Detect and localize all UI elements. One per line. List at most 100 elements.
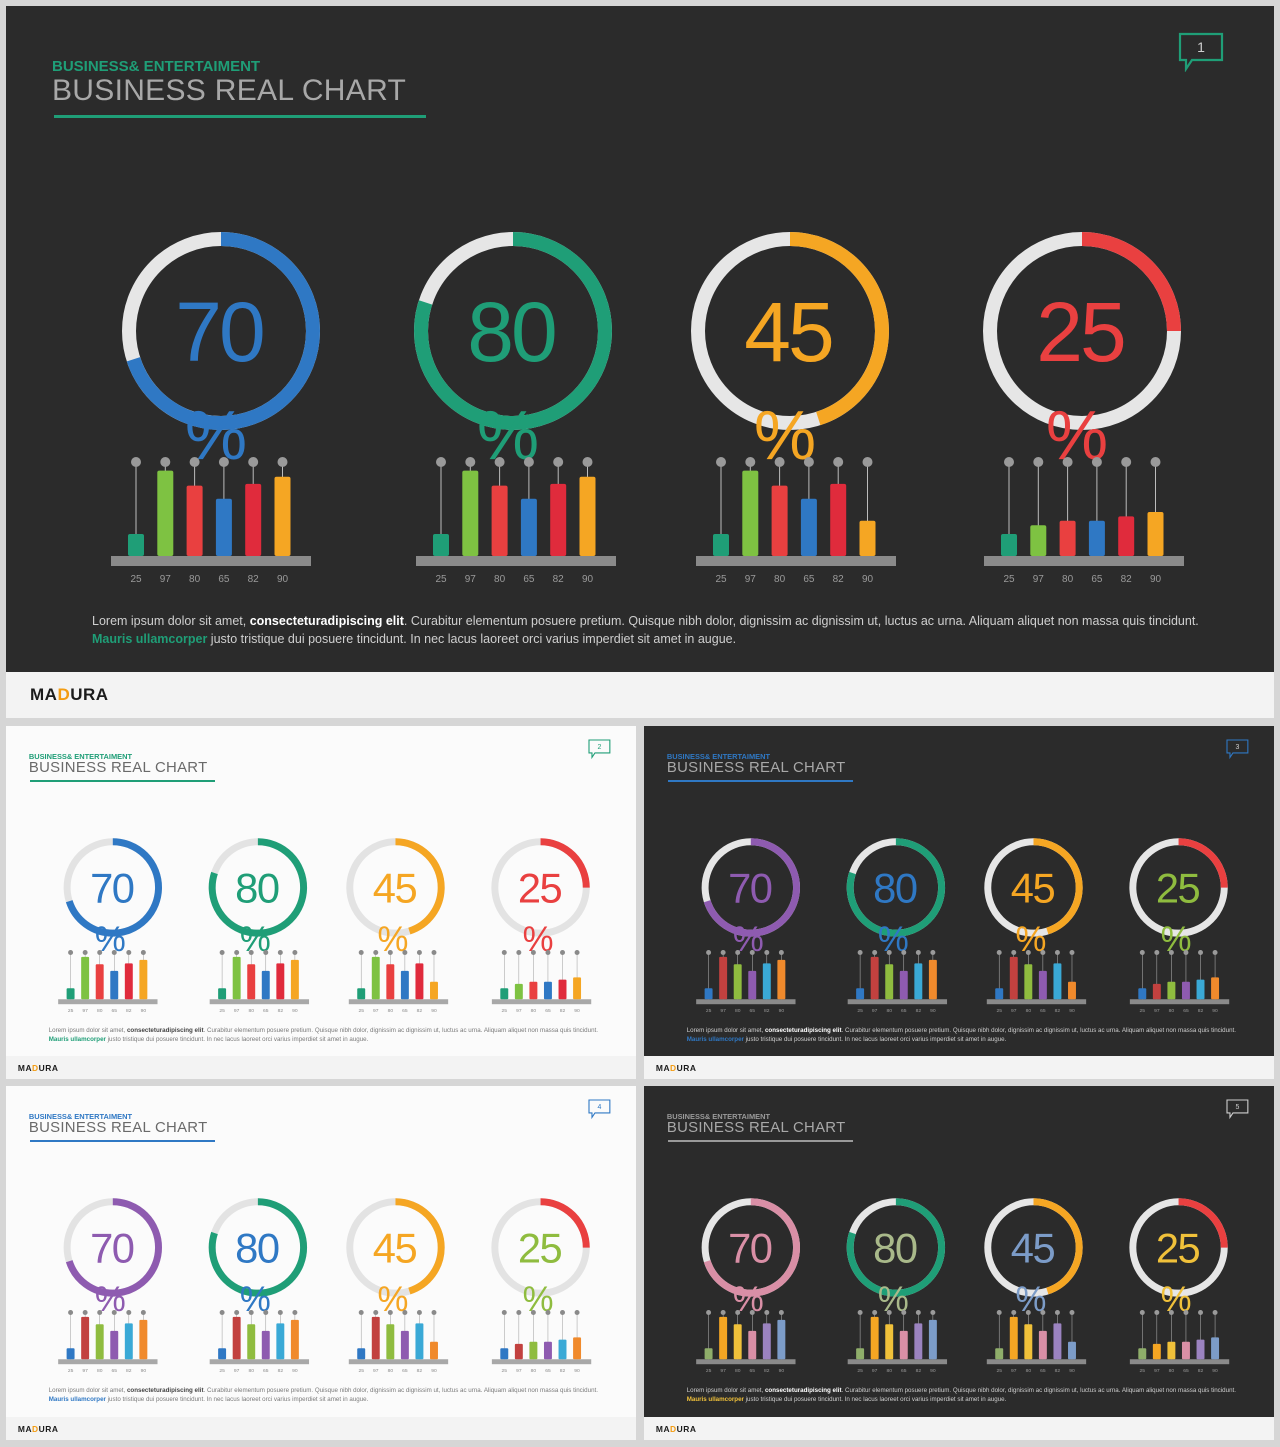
bar xyxy=(514,1343,523,1360)
comment-icon[interactable]: 4 xyxy=(588,1099,611,1119)
bar-tick-label: 82 xyxy=(417,1008,423,1014)
donut-group-1: 70% xyxy=(63,1198,162,1319)
bar-group-1: 25 97 80 65 82 90 xyxy=(58,1310,158,1374)
bar-tick-label: 65 xyxy=(1040,1368,1046,1374)
body-paragraph: Lorem ipsum dolor sit amet, consectetura… xyxy=(687,1387,1248,1405)
bar-group-1: 25 97 80 65 82 90 xyxy=(696,950,796,1014)
bar-stem-dot xyxy=(886,950,892,956)
para-text: justo tristique dui posuere tincidunt. I… xyxy=(105,1396,369,1404)
bar-stem-dot xyxy=(126,950,132,956)
bar xyxy=(1088,520,1105,556)
bar xyxy=(218,1348,227,1360)
bar-stem-dot xyxy=(68,1310,74,1316)
bar-tick-label: 65 xyxy=(749,1008,755,1014)
bar xyxy=(1181,1341,1190,1360)
bar-stem-dot xyxy=(872,1310,878,1316)
bar-baseline xyxy=(1129,999,1230,1005)
bar-stem-dot xyxy=(1139,1310,1145,1316)
bar xyxy=(830,483,847,556)
bar-tick-label: 80 xyxy=(1026,1368,1032,1374)
bar-baseline xyxy=(491,999,592,1005)
bar xyxy=(529,981,538,1000)
bar-stem-dot xyxy=(431,950,437,956)
bar-tick-label: 25 xyxy=(358,1008,364,1014)
body-paragraph: Lorem ipsum dolor sit amet, consectetura… xyxy=(49,1027,610,1045)
bar-stem-dot xyxy=(764,950,770,956)
bar xyxy=(558,979,567,1000)
bar xyxy=(462,470,479,556)
brand-logo: MADURA xyxy=(18,1063,59,1073)
bar-tick-label: 25 xyxy=(715,574,727,585)
comment-icon[interactable]: 2 xyxy=(588,739,611,759)
bar-stem-dot xyxy=(716,457,726,467)
bar-stem-dot xyxy=(574,1310,580,1316)
brand-part: URA xyxy=(38,1062,59,1073)
para-text: Lorem ipsum dolor sit amet, xyxy=(686,1027,765,1035)
bar xyxy=(520,498,537,556)
bar xyxy=(1196,979,1205,1000)
bar xyxy=(218,988,227,1000)
donut-arc xyxy=(846,838,946,937)
bar-stem-dot xyxy=(82,1310,88,1316)
bar-stem-dot xyxy=(560,1310,565,1316)
body-paragraph: Lorem ipsum dolor sit amet, consectetura… xyxy=(687,1027,1248,1045)
footer: MADURA xyxy=(6,1056,636,1079)
page-number: 5 xyxy=(1236,1104,1240,1111)
comment-icon[interactable]: 1 xyxy=(1178,32,1224,72)
bar-tick-label: 82 xyxy=(126,1008,132,1014)
bar-tick-label: 90 xyxy=(292,1008,298,1014)
charts-canvas: 70%80%45%25%25 97 80 65 82 90 25 97 80 65 82 90 25 97… xyxy=(696,838,1230,1014)
para-link[interactable]: Mauris ullamcorper xyxy=(48,1036,106,1044)
bar-stem-dot xyxy=(545,950,551,956)
para-link[interactable]: Mauris ullamcorper xyxy=(48,1396,106,1404)
donut-group-3: 45% xyxy=(984,838,1083,959)
bar-stem-dot xyxy=(530,950,536,956)
para-link[interactable]: Mauris ullamcorper xyxy=(686,1036,744,1044)
donut-arc xyxy=(984,838,1083,937)
donut-value: 80 xyxy=(235,1224,279,1271)
para-link[interactable]: Mauris ullamcorper xyxy=(686,1396,744,1404)
bar-tick-label: 80 xyxy=(388,1368,394,1374)
bar-stem-dot xyxy=(1062,457,1073,467)
bar-tick-label: 97 xyxy=(720,1008,726,1014)
donut-value: 45 xyxy=(1011,1224,1055,1271)
bar-tick-label: 90 xyxy=(1150,574,1162,585)
donut-value: 70 xyxy=(90,1224,134,1271)
para-text: Lorem ipsum dolor sit amet, xyxy=(92,614,250,628)
bar xyxy=(261,970,270,1000)
bar-stem-dot xyxy=(720,1310,726,1316)
supertitle: BUSINESS& ENTERTAIMENT xyxy=(52,58,261,75)
comment-icon[interactable]: 3 xyxy=(1226,739,1249,759)
donut-group-2: 80% xyxy=(846,1198,946,1319)
bar-stem-dot xyxy=(1154,1310,1160,1316)
comment-icon[interactable]: 5 xyxy=(1226,1099,1249,1119)
bar xyxy=(719,956,728,1000)
donut-arc xyxy=(346,838,445,937)
bar-group-4: 25 97 80 65 82 90 xyxy=(984,457,1184,585)
bar-baseline xyxy=(696,1359,796,1365)
bar xyxy=(110,1330,119,1360)
bar-tick-label: 80 xyxy=(886,1008,892,1014)
brand-part: URA xyxy=(38,1423,59,1434)
comment-bubble xyxy=(1226,739,1249,759)
bar-stem-dot xyxy=(745,457,756,467)
bar-tick-label: 80 xyxy=(774,574,786,585)
bar-tick-label: 82 xyxy=(126,1368,132,1374)
bar-stem-dot xyxy=(915,1310,921,1316)
para-link[interactable]: Mauris ullamcorper xyxy=(92,632,208,647)
bar-tick-label: 80 xyxy=(97,1008,103,1014)
para-bold: consecteturadipiscing elit xyxy=(764,1387,842,1395)
bar-stem-dot xyxy=(560,950,565,956)
donut-group-1: 70% xyxy=(701,838,800,959)
bar-stem-dot xyxy=(1054,1310,1060,1316)
bar-stem-dot xyxy=(1168,950,1174,956)
bar xyxy=(733,1324,742,1360)
para-text: justo tristique dui posuere tincidunt. I… xyxy=(743,1036,1007,1044)
charts-canvas: 70%80%45%25%25 97 80 65 82 90 25 97 80 65 82 90 25 97… xyxy=(58,838,592,1014)
bar xyxy=(371,956,380,1000)
comment-bubble xyxy=(1178,32,1224,72)
brand-accent: D xyxy=(57,685,71,704)
donut-value: 70 xyxy=(728,864,772,911)
bar-group-4: 25 97 80 65 82 90 xyxy=(491,950,592,1014)
para-text: . Curabitur elementum posuere pretium. Q… xyxy=(203,1387,598,1395)
